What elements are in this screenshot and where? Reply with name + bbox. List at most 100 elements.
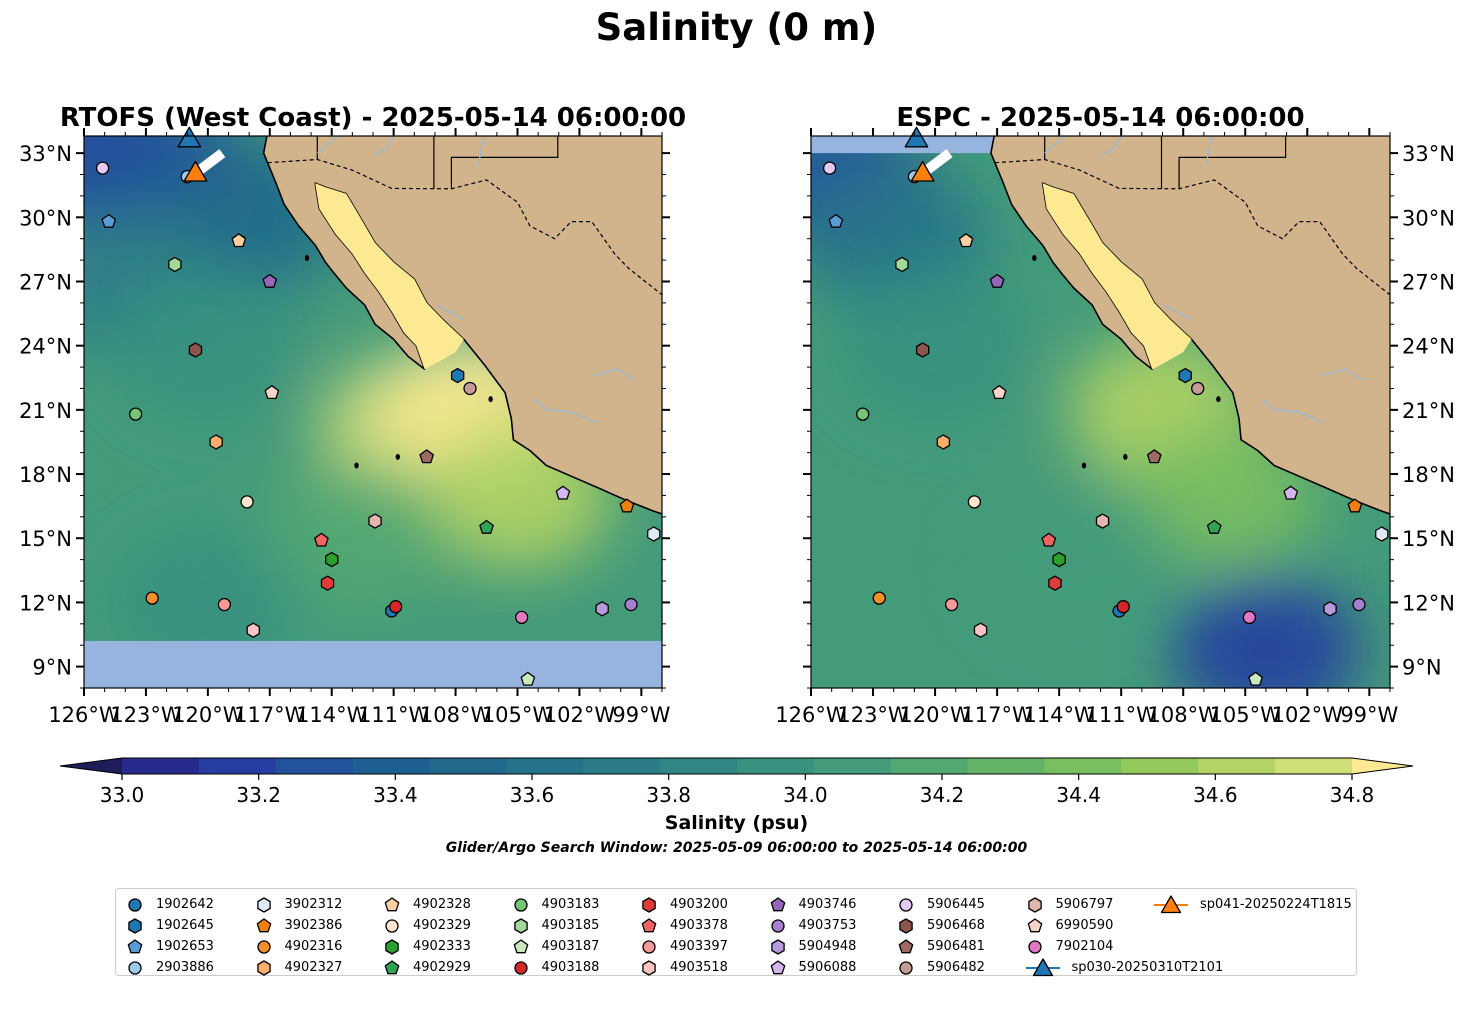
x-tick-label: 120°W: [172, 703, 244, 727]
legend-column: 4903183 4903185 4903187 4903188: [512, 894, 600, 978]
y-tick-label: 24°N: [19, 335, 72, 359]
colorbar-segment: [1121, 758, 1199, 774]
salinity-patch: [112, 270, 303, 421]
legend-label: 4903187: [541, 939, 600, 954]
legend-label: 5904948: [798, 939, 857, 954]
legend-label: 4902316: [284, 939, 343, 954]
platform-sp030-20250310T2101: [177, 126, 202, 148]
legend-item: 4903378: [640, 915, 728, 936]
river: [1321, 368, 1364, 381]
legend-label: 1902642: [156, 897, 214, 912]
legend-symbol: [513, 960, 528, 975]
river: [436, 304, 465, 321]
colorbar-tick-label: 34.4: [1056, 783, 1101, 807]
legend-column: 5906445 5906468 5906481 5906482: [897, 894, 985, 978]
platform-5906468: [915, 342, 930, 358]
platform-3902386: [619, 498, 635, 513]
y-tick-label: 9°N: [1402, 656, 1442, 680]
legend-marker: [1027, 917, 1042, 932]
river: [477, 136, 485, 167]
river: [1100, 136, 1124, 156]
legend-symbol: [770, 938, 785, 955]
legend-triangle: [1032, 957, 1053, 976]
colorbar-label: Salinity (psu): [664, 812, 809, 834]
x-tick-label: 114°W: [296, 703, 368, 727]
island: [488, 396, 493, 403]
legend-label: 6990590: [1055, 918, 1114, 933]
legend-item: 4903753: [769, 915, 856, 936]
platform-4902333: [1052, 551, 1066, 568]
colorbar-tick-label: 33.8: [646, 783, 691, 807]
legend-label: 4902327: [284, 960, 343, 975]
platform-7902104: [1242, 610, 1257, 625]
map-panel-rtofs: RTOFS (West Coast) - 2025-05-14 06:00:00…: [19, 103, 686, 727]
x-tick-label: 126°W: [48, 703, 120, 727]
y-tick-label: 21°N: [1402, 399, 1455, 423]
platform-4903518: [973, 622, 988, 638]
international-border: [267, 158, 662, 296]
platform-4902929: [1206, 519, 1222, 534]
platform-1902653: [828, 213, 844, 228]
search-window-note: Glider/Argo Search Window: 2025-05-09 06…: [445, 840, 1028, 856]
legend-symbol: [385, 938, 399, 955]
legend-marker: [1027, 896, 1042, 913]
legend-column: 3902312 3902386 4902316 4902327: [255, 894, 343, 978]
legend-label: 4903397: [670, 939, 728, 954]
legend-item: 4902316: [255, 936, 343, 957]
platform-6990590: [991, 385, 1007, 400]
legend-label: 4902328: [413, 897, 471, 912]
legend-marker: [899, 960, 913, 975]
legend-marker: [770, 896, 785, 911]
legend-marker: [384, 896, 400, 911]
legend-label: 3902312: [284, 897, 343, 912]
legend-item: 4903188: [512, 957, 599, 978]
legend-item: 1902645: [126, 915, 214, 936]
colorbar-tick-label: 33.2: [236, 783, 281, 807]
figure-title: Salinity (0 m): [595, 6, 878, 49]
legend-label: 1902645: [156, 918, 214, 933]
legend-marker: [513, 960, 528, 975]
y-tick-label: 9°N: [32, 656, 72, 680]
colorbar-tick-label: 34.6: [1193, 783, 1238, 807]
colorbar-tick-label: 34.0: [783, 783, 828, 807]
legend-symbol: [256, 939, 271, 954]
x-tick-label: 99°W: [612, 703, 670, 727]
colorbar-segment: [506, 758, 584, 774]
legend-marker: [641, 917, 657, 932]
platform-4903397: [944, 597, 959, 612]
salinity-field: [811, 136, 1361, 688]
platform-4903200: [1048, 575, 1062, 591]
x-tick-label: 105°W: [482, 703, 554, 727]
legend-marker: [770, 938, 785, 955]
x-tick-label: 102°W: [544, 703, 616, 727]
panel-title: RTOFS (West Coast) - 2025-05-14 06:00:00: [60, 103, 686, 133]
colorbar-segment: [198, 758, 277, 774]
colorbar-tick-label: 33.4: [373, 783, 418, 807]
island: [1081, 462, 1087, 469]
colorbar-segment: [122, 758, 200, 774]
legend-item: 4902929: [383, 957, 471, 978]
legend-item: 5906445: [897, 894, 985, 915]
legend-marker: [256, 896, 271, 913]
legend-marker: [385, 938, 399, 955]
legend-symbol: [513, 938, 528, 953]
legend-marker: [127, 938, 143, 953]
legend-item: 1902653: [126, 936, 214, 957]
legend-label: 4903183: [541, 897, 600, 912]
legend-item: 3902312: [255, 894, 343, 915]
island: [304, 254, 310, 261]
legend-column: 1902642 1902645 1902653 2903886: [126, 894, 214, 978]
legend-marker: [1027, 939, 1042, 954]
platform-5906482: [463, 381, 477, 396]
legend-symbol: [128, 917, 142, 934]
y-tick-label: 12°N: [1402, 591, 1455, 615]
platform-4902327: [209, 434, 223, 450]
y-tick-label: 12°N: [19, 591, 72, 615]
colorbar-tick-label: 34.2: [920, 783, 965, 807]
legend-label: 4903518: [670, 960, 728, 975]
y-tick-label: 24°N: [1402, 335, 1455, 359]
legend-symbol: [256, 896, 271, 913]
colorbar-tick-label: 33.0: [100, 783, 145, 807]
x-tick-label: 117°W: [961, 703, 1033, 727]
